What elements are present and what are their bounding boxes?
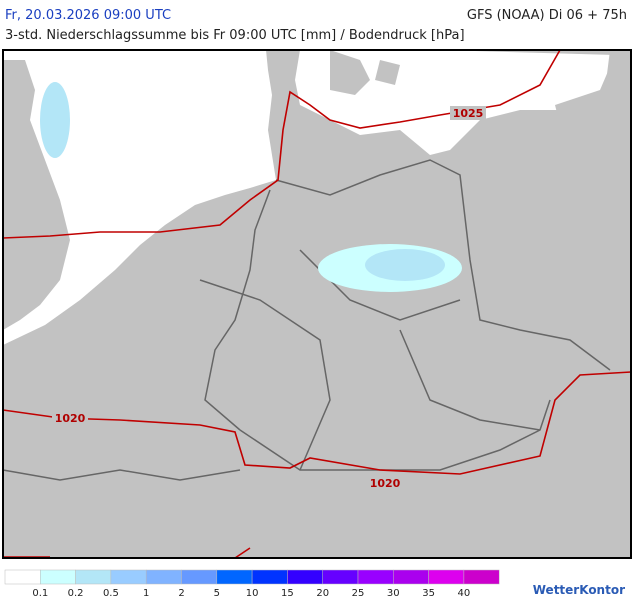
brand: WetterKontor	[533, 583, 625, 597]
isobar-label: 1020	[55, 412, 86, 425]
model-run: GFS (NOAA) Di 06 + 75h	[467, 8, 627, 23]
legend-swatch	[357, 569, 394, 585]
legend-swatch	[181, 569, 218, 585]
valid-time: Fr, 20.03.2026 09:00 UTC	[5, 8, 171, 23]
legend-swatch	[216, 569, 253, 585]
legend-label: 5	[214, 588, 220, 599]
legend-swatch	[287, 569, 323, 585]
legend-swatch	[40, 569, 76, 585]
legend-swatch	[393, 569, 429, 585]
isobar-label: 1020	[370, 477, 401, 490]
legend-swatch	[145, 569, 182, 585]
legend-swatch	[4, 569, 41, 585]
legend-label: 15	[281, 588, 294, 599]
legend-label: 0.2	[68, 588, 84, 599]
legend-swatch	[110, 569, 147, 585]
legend-label: 2	[178, 588, 184, 599]
isobar-label: 1025	[453, 107, 484, 120]
legend: 0.1 0.2 0.5 1 2 5 10 15 20 25 30 35 40	[4, 569, 500, 599]
legend-label: 30	[387, 588, 400, 599]
legend-label: 25	[352, 588, 365, 599]
legend-label: 40	[458, 588, 471, 599]
legend-swatch	[463, 569, 500, 585]
legend-swatch	[322, 569, 359, 585]
legend-label: 20	[316, 588, 329, 599]
legend-label: 0.1	[32, 588, 48, 599]
legend-label: 1	[143, 588, 149, 599]
map: 1025 1020 1020	[2, 49, 632, 559]
subtitle: 3-std. Niederschlagssumme bis Fr 09:00 U…	[5, 28, 465, 43]
legend-label: 10	[246, 588, 259, 599]
legend-swatch	[428, 569, 465, 585]
legend-label: 35	[422, 588, 435, 599]
legend-swatch	[75, 569, 112, 585]
legend-label: 0.5	[103, 588, 119, 599]
legend-swatch	[251, 569, 288, 585]
